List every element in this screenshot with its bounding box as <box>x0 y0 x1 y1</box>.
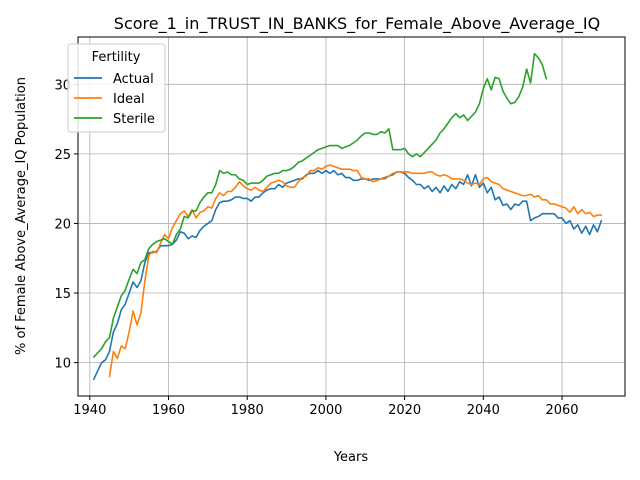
y-tick-label: 15 <box>54 287 71 302</box>
chart-title: Score_1_in_TRUST_IN_BANKS_for_Female_Abo… <box>114 14 600 34</box>
series-lines <box>92 52 603 381</box>
y-tick-label: 20 <box>54 217 71 232</box>
x-tick-label: 1940 <box>73 403 106 418</box>
series-line-ideal <box>108 164 603 378</box>
y-tick-label: 10 <box>54 357 71 372</box>
x-tick-label: 2020 <box>388 403 421 418</box>
plot-frame <box>77 36 626 397</box>
x-tick-label: 1960 <box>152 403 185 418</box>
y-axis-ticks: 10 15 20 25 30 <box>54 78 78 372</box>
x-tick-label: 2060 <box>545 403 578 418</box>
legend-label-actual: Actual <box>113 72 154 87</box>
x-axis-label: Years <box>333 450 369 465</box>
legend: Fertility Actual Ideal Sterile <box>67 43 166 133</box>
y-tick-label: 25 <box>54 148 71 163</box>
y-axis-label: % of Female Above_Average_IQ Population <box>14 77 29 355</box>
legend-title: Fertility <box>92 50 141 65</box>
legend-box <box>67 43 166 133</box>
legend-label-ideal: Ideal <box>113 92 145 107</box>
x-tick-label: 1980 <box>231 403 264 418</box>
x-tick-label: 2000 <box>309 403 342 418</box>
series-line-actual <box>92 169 603 381</box>
legend-label-sterile: Sterile <box>113 112 155 127</box>
y-tick-label: 30 <box>54 78 71 93</box>
legend-entries: Actual Ideal Sterile <box>74 72 155 127</box>
x-tick-label: 2040 <box>467 403 500 418</box>
x-axis-ticks: 1940 1960 1980 2000 2020 2040 2060 <box>73 396 579 418</box>
grid <box>78 37 625 396</box>
series-line-sterile <box>92 52 548 358</box>
